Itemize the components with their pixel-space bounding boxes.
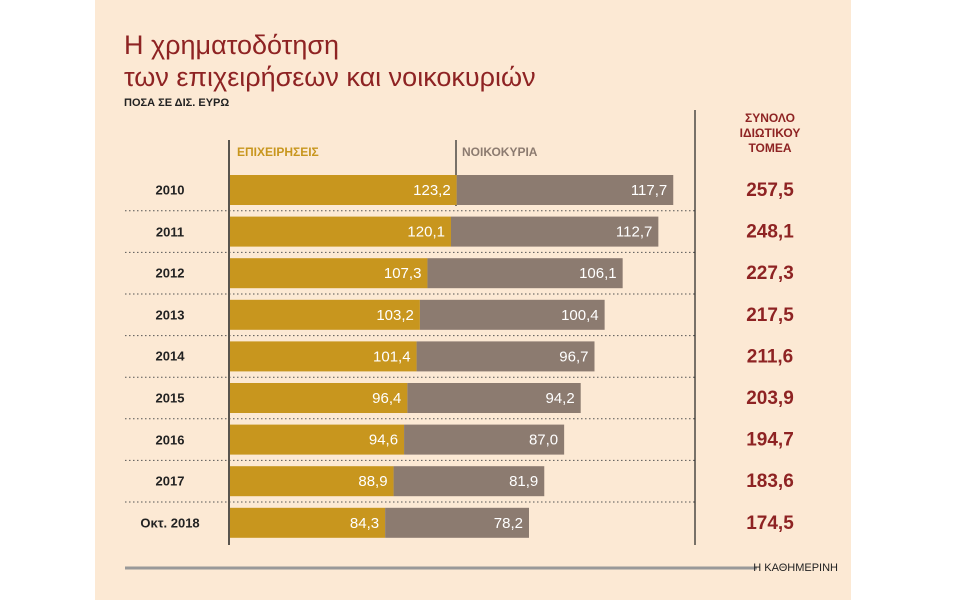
value-label: 78,2 <box>494 515 523 532</box>
subtitle: ΠΟΣΑ ΣΕ ΔΙΣ. ΕΥΡΩ <box>124 97 229 109</box>
bar-segment <box>230 507 386 538</box>
bar-segment <box>427 258 623 289</box>
source: Η ΚΑΘΗΜΕΡΙΝΗ <box>753 562 838 574</box>
bar-segment <box>230 299 420 330</box>
value-label: 107,3 <box>384 265 422 282</box>
bar-segment <box>393 466 545 497</box>
total-label: 211,6 <box>747 346 794 367</box>
total-label: 217,5 <box>746 305 794 326</box>
value-label: 88,9 <box>358 473 387 490</box>
value-label: 94,6 <box>369 432 398 449</box>
category-label: 2014 <box>155 348 185 364</box>
bar-segment <box>385 507 529 538</box>
total-label: 248,1 <box>746 222 794 243</box>
bar-segment <box>230 216 451 247</box>
category-label: 2010 <box>155 182 185 198</box>
bar-segment <box>230 258 428 289</box>
bar-segment <box>450 216 659 247</box>
value-label: 103,2 <box>376 307 414 324</box>
value-label: 84,3 <box>350 515 379 532</box>
total-label: 194,7 <box>746 430 794 451</box>
total-label: 174,5 <box>746 513 794 534</box>
value-label: 87,0 <box>529 432 558 449</box>
category-label: 2017 <box>155 473 185 489</box>
bar-segment <box>416 341 595 372</box>
bar-segment <box>419 299 605 330</box>
chart-title: των επιχειρήσεων και νοικοκυριών <box>124 62 536 92</box>
category-label: Οκτ. 2018 <box>140 515 200 531</box>
totals-header: ΣΥΝΟΛΟ ΙΔΙΩΤΙΚΟΥ ΤΟΜΕΑ <box>739 111 801 155</box>
legend-label: ΝΟΙΚΟΚΥΡΙΑ <box>462 145 538 159</box>
value-label: 120,1 <box>407 224 445 241</box>
total-label: 257,5 <box>746 180 794 201</box>
total-label: 227,3 <box>746 263 794 284</box>
value-label: 96,7 <box>559 348 588 365</box>
value-label: 94,2 <box>546 390 575 407</box>
total-label: 183,6 <box>746 471 794 492</box>
bar-segment <box>230 424 405 455</box>
value-label: 117,7 <box>631 182 667 199</box>
chart-title: Η χρηματοδότηση <box>124 30 340 60</box>
legend-label: ΕΠΙΧΕΙΡΗΣΕΙΣ <box>237 145 319 159</box>
value-label: 112,7 <box>616 224 652 241</box>
bar-segment <box>230 466 394 497</box>
bar-segment <box>230 341 417 372</box>
value-label: 106,1 <box>579 265 617 282</box>
bar-segment <box>404 424 565 455</box>
total-label: 203,9 <box>746 388 794 409</box>
category-label: 2012 <box>155 265 185 281</box>
value-label: 100,4 <box>561 307 599 324</box>
bar-segment <box>230 383 408 413</box>
value-label: 101,4 <box>373 348 411 365</box>
bar-segment <box>456 175 674 205</box>
value-label: 123,2 <box>413 182 451 199</box>
category-label: 2015 <box>155 390 185 406</box>
bar-segment <box>230 175 457 205</box>
value-label: 96,4 <box>372 390 401 407</box>
category-label: 2011 <box>155 224 185 240</box>
category-label: 2013 <box>155 307 185 323</box>
value-label: 81,9 <box>509 473 538 490</box>
bar-segment <box>407 383 581 413</box>
category-label: 2016 <box>155 432 185 448</box>
